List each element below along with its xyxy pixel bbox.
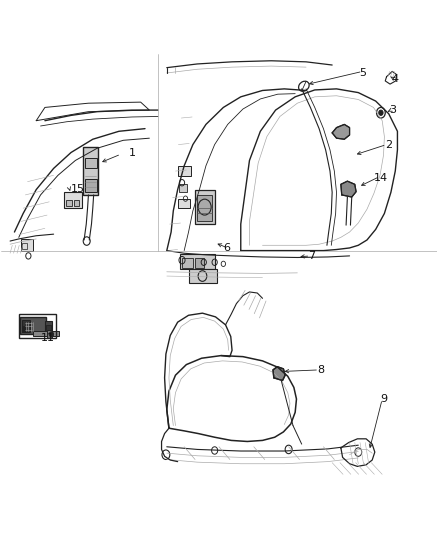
Polygon shape [273,367,285,381]
Bar [22,319,30,332]
Bar [195,190,215,224]
Text: 15: 15 [71,183,85,193]
Text: 14: 14 [374,173,388,183]
Text: 8: 8 [317,366,324,375]
Text: 6: 6 [223,244,230,254]
Bar [46,320,52,331]
Text: 11: 11 [41,333,55,343]
Text: 4: 4 [392,74,399,84]
Text: 9: 9 [380,394,387,404]
Bar [197,195,212,221]
Bar [47,330,52,337]
Bar [85,179,97,192]
Bar [178,166,191,176]
Bar [188,269,217,284]
Circle shape [379,110,383,115]
Circle shape [49,332,53,337]
Bar [178,199,190,208]
Bar [21,239,33,251]
Polygon shape [341,181,356,197]
Bar [22,326,26,332]
Bar [20,317,46,334]
Bar [180,254,215,269]
Bar [74,200,79,206]
Text: 1: 1 [129,148,136,158]
Bar [33,331,59,336]
Bar [182,258,193,268]
Text: 5: 5 [359,68,366,78]
Bar [195,258,204,268]
Text: 3: 3 [389,105,396,115]
Text: 2: 2 [385,140,392,150]
Bar [85,158,97,168]
Text: 7: 7 [308,252,315,261]
Bar [66,200,72,206]
Bar [179,184,187,192]
Polygon shape [332,124,350,139]
Bar [64,192,82,208]
Bar [83,147,99,195]
Bar [22,243,27,249]
Bar [19,314,56,337]
Bar [46,325,51,330]
